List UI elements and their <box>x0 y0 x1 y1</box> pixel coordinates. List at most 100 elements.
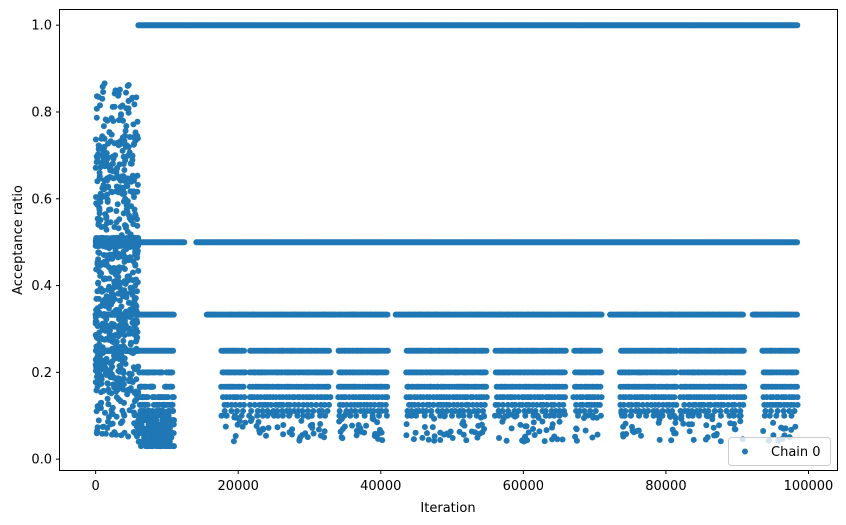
data-point <box>129 285 136 292</box>
data-point <box>98 224 105 230</box>
data-point <box>598 394 605 401</box>
data-point <box>104 395 111 402</box>
data-point <box>382 401 389 408</box>
data-point <box>136 369 143 376</box>
data-point <box>163 369 170 376</box>
data-point <box>794 347 801 354</box>
data-point <box>123 294 130 301</box>
data-point <box>120 370 127 377</box>
data-point <box>107 206 114 213</box>
data-point <box>107 421 114 428</box>
data-point <box>95 93 102 100</box>
data-point <box>794 239 801 246</box>
data-point <box>118 317 125 323</box>
data-point <box>107 311 114 318</box>
data-point <box>383 412 390 419</box>
data-point <box>122 178 129 185</box>
data-point <box>643 412 650 419</box>
data-point <box>794 22 801 29</box>
data-point <box>150 438 157 445</box>
data-point <box>562 394 568 401</box>
data-point <box>376 412 382 419</box>
data-point <box>794 401 801 408</box>
data-point <box>124 228 131 235</box>
data-point <box>741 383 748 390</box>
data-point <box>99 133 106 140</box>
data-point <box>522 412 529 419</box>
data-point <box>129 152 136 159</box>
data-point <box>126 299 133 306</box>
data-point <box>101 313 107 320</box>
data-point <box>551 412 558 419</box>
data-point <box>124 208 131 215</box>
data-point <box>106 264 112 271</box>
data-point <box>121 279 128 286</box>
data-point <box>112 152 119 159</box>
data-point <box>103 213 110 220</box>
data-point <box>109 253 116 260</box>
data-point <box>113 413 120 420</box>
data-point <box>136 401 143 408</box>
data-point <box>97 405 104 412</box>
data-point <box>98 399 105 406</box>
data-point <box>133 376 140 383</box>
data-point <box>130 141 137 148</box>
data-point <box>121 287 128 294</box>
data-point <box>98 270 105 277</box>
data-point <box>118 232 125 239</box>
data-point <box>133 338 139 345</box>
data-point <box>134 118 141 125</box>
data-point <box>562 347 569 354</box>
data-point <box>125 257 132 264</box>
data-point <box>95 280 102 287</box>
data-point <box>131 174 138 181</box>
data-point <box>126 370 133 377</box>
data-point <box>95 336 102 343</box>
data-point <box>228 408 235 414</box>
data-point <box>114 311 120 318</box>
data-point <box>121 429 128 436</box>
data-point <box>168 401 175 408</box>
data-point <box>108 320 115 327</box>
data-point <box>241 347 247 354</box>
data-point <box>169 394 176 401</box>
data-point <box>122 237 129 244</box>
data-point <box>92 136 99 143</box>
data-point <box>241 401 247 408</box>
data-point <box>109 358 116 365</box>
data-point <box>109 347 116 354</box>
data-point <box>128 347 135 354</box>
data-point <box>130 240 137 247</box>
data-point <box>111 429 118 436</box>
data-point <box>114 324 121 331</box>
data-point <box>119 134 126 141</box>
data-point <box>105 381 112 387</box>
data-point <box>124 273 131 280</box>
data-point <box>131 420 138 427</box>
data-point <box>99 430 106 437</box>
data-point <box>117 420 124 427</box>
data-point <box>106 129 113 136</box>
data-point <box>99 423 106 430</box>
data-point <box>100 387 107 394</box>
data-point <box>118 111 124 118</box>
data-point <box>160 408 167 414</box>
data-point <box>98 347 105 354</box>
data-point <box>717 412 724 419</box>
data-point <box>383 369 390 376</box>
data-point <box>132 211 139 217</box>
data-point <box>353 412 360 419</box>
data-point <box>105 140 111 147</box>
data-point <box>598 369 605 376</box>
data-point <box>119 407 126 414</box>
data-point <box>134 329 141 335</box>
data-point <box>105 401 112 408</box>
data-point <box>106 334 113 341</box>
data-point <box>150 430 157 437</box>
data-point <box>96 311 102 318</box>
data-point <box>781 412 788 419</box>
data-point <box>133 94 140 101</box>
data-point <box>93 295 100 302</box>
data-point <box>104 198 111 205</box>
